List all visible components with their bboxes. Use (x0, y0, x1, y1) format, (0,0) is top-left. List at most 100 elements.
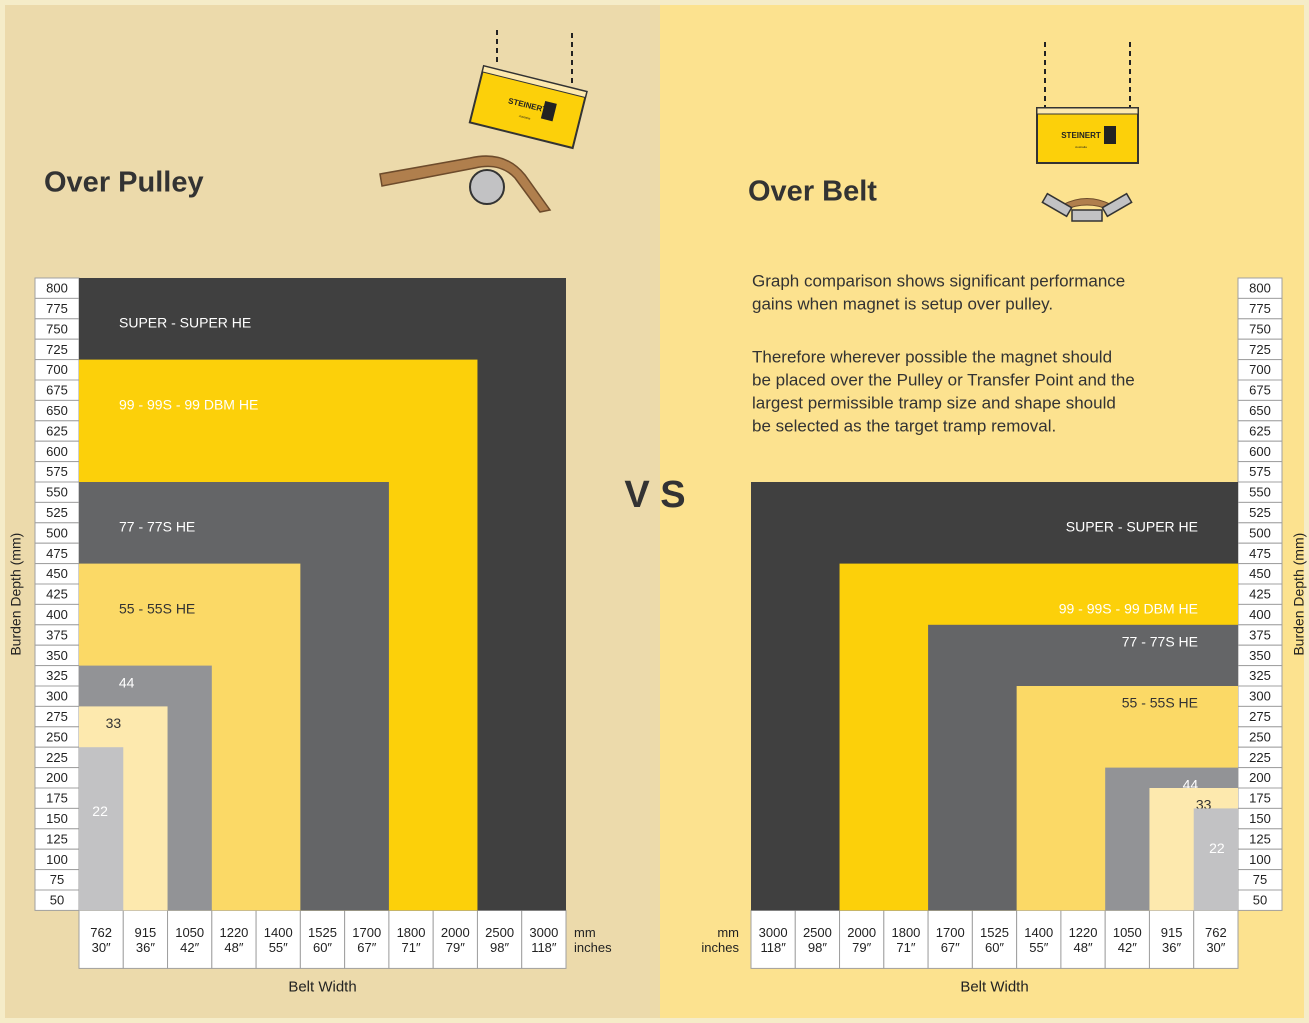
x-tick-inches: 71″ (896, 940, 915, 955)
x-tick-label: 2500 (485, 925, 514, 940)
y-tick-label: 650 (1249, 403, 1271, 418)
y-tick-label: 150 (1249, 811, 1271, 826)
model-label: SUPER - SUPER HE (1066, 519, 1198, 535)
model-block (1194, 808, 1238, 910)
model-label: 55 - 55S HE (119, 600, 195, 616)
y-tick-label: 325 (46, 668, 68, 683)
x-tick-inches: 118″ (760, 940, 786, 955)
page: {"comparison_text": "V S", "notes": ["Gr… (0, 0, 1309, 1023)
y-tick-label: 600 (1249, 444, 1271, 459)
y-tick-label: 50 (50, 893, 64, 908)
y-tick-label: 550 (1249, 485, 1271, 500)
y-tick-label: 675 (1249, 383, 1271, 398)
x-tick-label: 1400 (264, 925, 293, 940)
y-tick-label: 200 (1249, 770, 1271, 785)
x-tick-inches: 98″ (808, 940, 827, 955)
y-tick-label: 500 (46, 525, 68, 540)
vs-label: V S (624, 474, 685, 516)
note-line: be placed over the Pulley or Transfer Po… (752, 370, 1135, 389)
x-tick-label: 1400 (1024, 925, 1053, 940)
x-tick-label: 1050 (175, 925, 204, 940)
note-line: gains when magnet is setup over pulley. (752, 294, 1053, 313)
x-tick-label: 762 (90, 925, 112, 940)
y-tick-label: 225 (1249, 750, 1271, 765)
y-tick-label: 375 (46, 627, 68, 642)
y-tick-label: 200 (46, 770, 68, 785)
x-tick-label: 1700 (352, 925, 381, 940)
x-tick-inches: 36″ (136, 940, 155, 955)
y-tick-label: 300 (46, 689, 68, 704)
y-tick-label: 300 (1249, 689, 1271, 704)
x-tick-label: 1525 (308, 925, 337, 940)
x-tick-inches: 60″ (313, 940, 332, 955)
y-tick-label: 50 (1253, 893, 1267, 908)
x-tick-inches: 79″ (446, 940, 465, 955)
y-tick-label: 350 (1249, 648, 1271, 663)
x-tick-inches: 67″ (357, 940, 376, 955)
note-line: Graph comparison shows significant perfo… (752, 271, 1125, 290)
y-tick-label: 275 (1249, 709, 1271, 724)
x-tick-inches: 79″ (852, 940, 871, 955)
x-unit-label: mm (717, 925, 739, 940)
note-line: largest permissible tramp size and shape… (752, 393, 1116, 412)
x-tick-label: 2000 (441, 925, 470, 940)
infographic: STEINERT Australia STEINERT Australia Ov… (0, 0, 1309, 1023)
logo-text: STEINERT (1061, 131, 1101, 140)
y-tick-label: 250 (46, 729, 68, 744)
x-tick-label: 1220 (1069, 925, 1098, 940)
y-tick-label: 525 (46, 505, 68, 520)
x-tick-inches: 48″ (224, 940, 243, 955)
x-tick-label: 3000 (529, 925, 558, 940)
x-tick-inches: 60″ (985, 940, 1004, 955)
x-tick-inches: 30″ (92, 940, 111, 955)
x-tick-inches: 67″ (941, 940, 960, 955)
y-tick-label: 550 (46, 485, 68, 500)
y-tick-label: 250 (1249, 729, 1271, 744)
model-label: 77 - 77S HE (1122, 634, 1198, 650)
y-tick-label: 425 (1249, 587, 1271, 602)
y-axis-label: Burden Depth (mm) (8, 533, 24, 656)
y-tick-label: 675 (46, 383, 68, 398)
x-tick-inches: 42″ (180, 940, 199, 955)
x-tick-inches: 55″ (1029, 940, 1048, 955)
y-tick-label: 475 (46, 546, 68, 561)
note-line: be selected as the target tramp removal. (752, 416, 1056, 435)
x-tick-label: 1800 (891, 925, 920, 940)
x-tick-label: 762 (1205, 925, 1227, 940)
y-tick-label: 750 (1249, 321, 1271, 336)
y-tick-label: 175 (46, 791, 68, 806)
x-unit-label: inches (701, 940, 739, 955)
x-unit-label: inches (574, 940, 612, 955)
y-tick-label: 425 (46, 587, 68, 602)
y-tick-label: 525 (1249, 505, 1271, 520)
y-tick-label: 700 (1249, 362, 1271, 377)
y-tick-label: 725 (46, 342, 68, 357)
x-tick-label: 1525 (980, 925, 1009, 940)
x-tick-inches: 36″ (1162, 940, 1181, 955)
y-tick-label: 725 (1249, 342, 1271, 357)
note-line: Therefore wherever possible the magnet s… (752, 347, 1112, 366)
y-tick-label: 400 (1249, 607, 1271, 622)
x-tick-inches: 42″ (1118, 940, 1137, 955)
y-tick-label: 125 (46, 831, 68, 846)
y-tick-label: 450 (1249, 566, 1271, 581)
x-tick-inches: 55″ (269, 940, 288, 955)
y-tick-label: 750 (46, 321, 68, 336)
chart-title: Over Belt (748, 176, 877, 208)
y-tick-label: 650 (46, 403, 68, 418)
y-tick-label: 500 (1249, 525, 1271, 540)
x-tick-inches: 118″ (531, 940, 557, 955)
model-label: 99 - 99S - 99 DBM HE (119, 396, 258, 412)
y-tick-label: 275 (46, 709, 68, 724)
x-tick-inches: 98″ (490, 940, 509, 955)
y-tick-label: 775 (46, 301, 68, 316)
model-label: 77 - 77S HE (119, 519, 195, 535)
y-tick-label: 400 (46, 607, 68, 622)
y-tick-label: 475 (1249, 546, 1271, 561)
y-tick-label: 75 (1253, 872, 1267, 887)
x-tick-label: 915 (1161, 925, 1183, 940)
x-tick-inches: 48″ (1074, 940, 1093, 955)
model-label: 99 - 99S - 99 DBM HE (1059, 600, 1198, 616)
y-tick-label: 125 (1249, 831, 1271, 846)
chart-title: Over Pulley (44, 167, 204, 199)
